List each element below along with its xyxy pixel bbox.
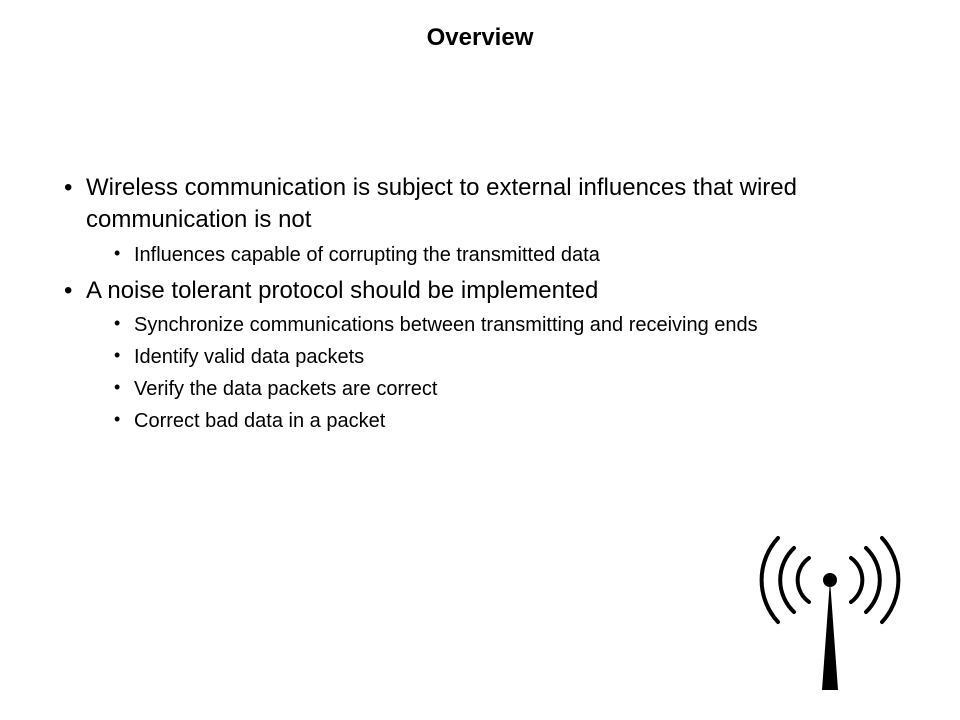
slide-content: Wireless communication is subject to ext… (40, 172, 920, 435)
bullet-text: Wireless communication is subject to ext… (86, 174, 797, 233)
sub-bullet-text: Influences capable of corrupting the tra… (134, 244, 600, 266)
sub-bullet-item: Identify valid data packets (112, 343, 920, 371)
sub-bullet-item: Synchronize communications between trans… (112, 311, 920, 339)
bullet-list: Wireless communication is subject to ext… (60, 172, 920, 435)
sub-bullet-text: Identify valid data packets (134, 346, 364, 368)
sub-bullet-text: Verify the data packets are correct (134, 378, 438, 400)
slide: Overview Wireless communication is subje… (0, 0, 960, 720)
sub-bullet-list: Influences capable of corrupting the tra… (112, 241, 920, 269)
sub-bullet-text: Synchronize communications between trans… (134, 314, 758, 336)
sub-bullet-list: Synchronize communications between trans… (112, 311, 920, 435)
sub-bullet-item: Correct bad data in a packet (112, 407, 920, 435)
sub-bullet-item: Influences capable of corrupting the tra… (112, 241, 920, 269)
bullet-item: Wireless communication is subject to ext… (60, 172, 920, 269)
sub-bullet-text: Correct bad data in a packet (134, 410, 385, 432)
sub-bullet-item: Verify the data packets are correct (112, 375, 920, 403)
wireless-antenna-icon (750, 520, 910, 690)
bullet-item: A noise tolerant protocol should be impl… (60, 275, 920, 435)
slide-title: Overview (40, 24, 920, 52)
bullet-text: A noise tolerant protocol should be impl… (86, 277, 598, 304)
